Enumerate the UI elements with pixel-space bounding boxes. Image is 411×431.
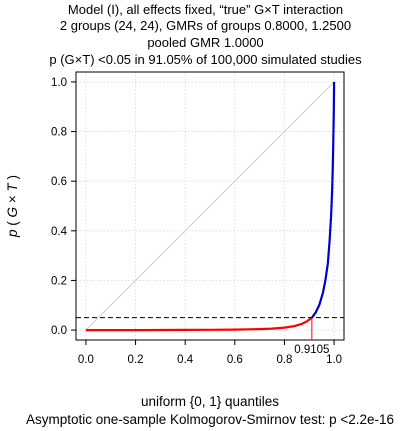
title-line-2: 2 groups (24, 24), GMRs of groups 0.8000…	[59, 18, 352, 33]
y-tick-label: 0.4	[51, 226, 68, 238]
y-title-g: G	[5, 207, 20, 218]
series-line-1	[85, 316, 313, 332]
y-title-times: ×	[5, 195, 20, 203]
y-tick-label: 0.2	[51, 275, 67, 287]
reference-layer	[85, 81, 335, 331]
title-line-4: p (G×T) <0.05 in 91.05% of 100,000 simul…	[49, 52, 362, 67]
x-tick-label: 0.6	[227, 354, 243, 366]
y-tick-label: 0.0	[51, 325, 67, 337]
annotation-layer: 0.9105	[76, 317, 344, 356]
y-tick-label: 0.8	[51, 127, 67, 139]
x-tick-label: 1.0	[326, 354, 342, 366]
x-tick-label: 0.4	[177, 354, 194, 366]
series-line-2	[311, 81, 336, 319]
x-tick-label: 0.8	[276, 354, 292, 366]
plot-frame	[75, 71, 345, 341]
y-title-p: p	[5, 229, 20, 238]
y-title-open: (	[5, 221, 20, 226]
x-tick-label: 0.2	[128, 354, 144, 366]
axis-layer: 0.0 0.2 0.4 0.6 0.8 1.0 0.0 0.2 0.4 0.6 0.8 1.0	[51, 77, 342, 366]
reference-diagonal-line	[85, 81, 335, 331]
data-layer	[85, 81, 336, 332]
y-title-close: )	[5, 175, 20, 180]
title-line-3: pooled GMR 1.0000	[147, 35, 264, 50]
title-line-1: Model (I), all effects fixed, “true” G×T…	[67, 2, 344, 17]
y-tick-label: 1.0	[51, 77, 67, 89]
x-axis-title: uniform {0, 1} quantiles	[141, 394, 279, 409]
crossing-quantile-label: 0.9105	[294, 344, 329, 356]
x-tick-label: 0.0	[78, 354, 94, 366]
y-title-t: T	[5, 182, 20, 192]
y-tick-label: 0.6	[51, 176, 67, 188]
y-axis-title: p ( G × T )	[5, 175, 20, 238]
footnote: Asymptotic one-sample Kolmogorov-Smirnov…	[26, 412, 394, 427]
